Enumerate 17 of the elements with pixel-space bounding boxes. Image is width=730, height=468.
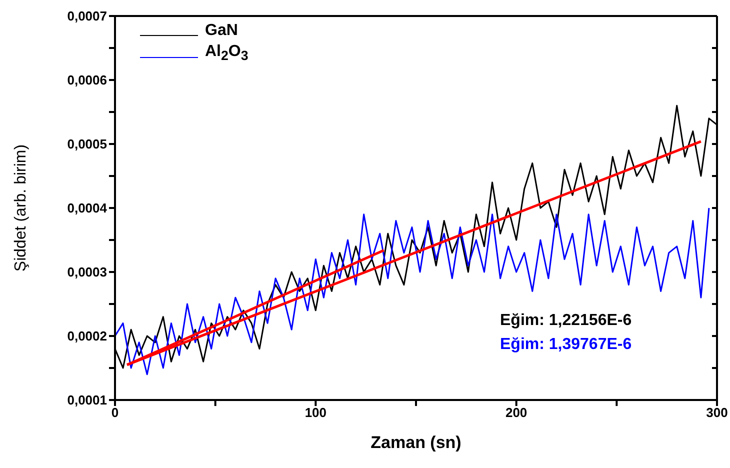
x-axis-title: Zaman (sn) [370,433,462,452]
x-tick-label: 300 [706,405,728,420]
legend-label: Al$_{2}$O$_{3}$ [205,42,248,64]
y-tick-label: 0,0002 [67,328,107,344]
y-tick-label: 0,0007 [67,8,107,24]
y-tick-label: 0,0004 [67,200,108,216]
y-tick-label: 0,0001 [67,392,107,408]
legend-label: GaN [205,22,238,40]
x-tick-label: 200 [505,405,528,420]
y-tick-label: 0,0006 [67,72,107,88]
y-axis-title: Şiddet (arb. birim) [12,144,30,272]
annotation: Eğim: 1,39767E-6 [500,336,632,354]
y-tick-label: 0,0005 [67,136,107,152]
x-tick-label: 0 [111,405,119,420]
annotation: Eğim: 1,22156E-6 [500,312,632,330]
y-tick-label: 0,0003 [67,264,107,280]
x-tick-label: 100 [304,405,327,420]
